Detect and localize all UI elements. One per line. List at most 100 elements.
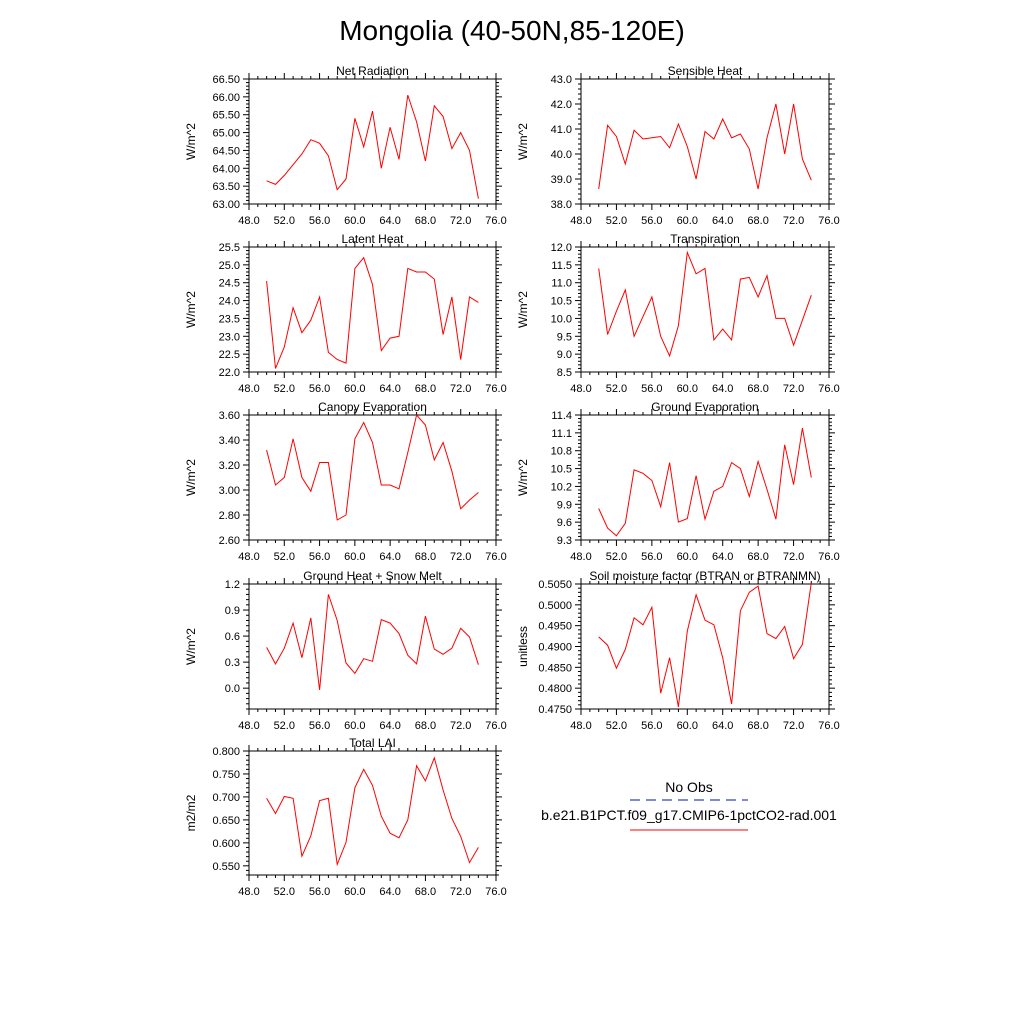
y-tick-label: 0.4800 xyxy=(538,683,572,695)
x-tick-label: 52.0 xyxy=(606,551,627,563)
y-tick-label: 10.0 xyxy=(551,313,572,325)
series-line xyxy=(598,428,812,537)
x-tick-label: 64.0 xyxy=(712,383,733,395)
y-tick-label: 10.2 xyxy=(551,481,572,493)
y-tick-label: 0.5050 xyxy=(538,579,572,591)
panel-6: Ground Evaporation W/m^2 48.0 52.0 56.0 60.0 6… xyxy=(516,400,840,563)
y-tick-label: 11.4 xyxy=(551,410,572,422)
y-tick-label: 0.600 xyxy=(212,838,240,850)
y-axis-label: unitless xyxy=(516,626,530,667)
y-axis-label: m2/m2 xyxy=(184,794,198,831)
panel-9: Total LAI m2/m2 48.0 52.0 56.0 60.0 64.0 68.0 72… xyxy=(184,736,507,898)
panel-4: Transpiration W/m^2 48.0 52.0 56.0 60.0 64.0 68… xyxy=(516,232,840,395)
x-tick-label: 76.0 xyxy=(818,720,839,732)
y-tick-label: 0.4750 xyxy=(538,704,572,716)
x-tick-label: 76.0 xyxy=(485,383,506,395)
y-tick-label: 11.0 xyxy=(551,278,572,290)
y-tick-label: 2.60 xyxy=(219,535,240,547)
x-tick-label: 68.0 xyxy=(415,720,436,732)
x-tick-label: 48.0 xyxy=(570,720,591,732)
y-tick-label: 22.0 xyxy=(219,367,240,379)
x-tick-label: 48.0 xyxy=(238,383,259,395)
y-tick-label: 24.0 xyxy=(219,296,240,308)
panel-1: Net Radiation W/m^2 48.0 52.0 56.0 60.0 64.0 68… xyxy=(184,64,507,227)
x-tick-label: 64.0 xyxy=(379,215,400,227)
x-tick-label: 76.0 xyxy=(485,720,506,732)
y-tick-label: 0.4850 xyxy=(538,662,572,674)
x-tick-label: 72.0 xyxy=(450,215,471,227)
y-tick-label: 65.00 xyxy=(212,128,240,140)
y-tick-label: 11.5 xyxy=(551,260,572,272)
x-tick-label: 68.0 xyxy=(747,383,768,395)
x-tick-label: 64.0 xyxy=(379,551,400,563)
y-tick-label: 0.750 xyxy=(212,769,240,781)
x-tick-label: 52.0 xyxy=(274,383,295,395)
x-tick-label: 76.0 xyxy=(818,215,839,227)
x-tick-label: 76.0 xyxy=(818,551,839,563)
y-axis-label: W/m^2 xyxy=(184,291,198,328)
y-tick-label: 66.00 xyxy=(212,92,240,104)
y-axis-label: W/m^2 xyxy=(516,123,530,160)
panel-title: Sensible Heat xyxy=(668,64,743,78)
series-line xyxy=(266,594,479,690)
x-tick-label: 60.0 xyxy=(677,551,698,563)
x-tick-label: 68.0 xyxy=(747,551,768,563)
x-tick-label: 56.0 xyxy=(309,720,330,732)
x-tick-label: 56.0 xyxy=(641,215,662,227)
x-tick-label: 60.0 xyxy=(344,551,365,563)
y-tick-label: 64.00 xyxy=(212,163,240,175)
x-tick-label: 64.0 xyxy=(712,551,733,563)
x-tick-label: 76.0 xyxy=(818,383,839,395)
y-tick-label: 39.0 xyxy=(551,174,572,186)
x-tick-label: 72.0 xyxy=(783,383,804,395)
x-tick-label: 72.0 xyxy=(450,720,471,732)
y-tick-label: 3.40 xyxy=(219,435,240,447)
x-tick-label: 64.0 xyxy=(379,383,400,395)
y-tick-label: 10.8 xyxy=(551,446,572,458)
x-tick-label: 72.0 xyxy=(783,215,804,227)
x-tick-label: 68.0 xyxy=(415,215,436,227)
y-tick-label: 10.5 xyxy=(551,464,572,476)
x-tick-label: 56.0 xyxy=(309,886,330,898)
y-tick-label: 9.5 xyxy=(557,331,572,343)
series-line xyxy=(266,756,479,867)
x-tick-label: 48.0 xyxy=(570,215,591,227)
y-tick-label: 10.5 xyxy=(551,296,572,308)
x-tick-label: 48.0 xyxy=(570,551,591,563)
panels: Net Radiation W/m^2 48.0 52.0 56.0 60.0 64.0 68… xyxy=(184,64,840,898)
x-tick-label: 56.0 xyxy=(641,551,662,563)
x-tick-label: 52.0 xyxy=(274,720,295,732)
x-tick-label: 60.0 xyxy=(677,383,698,395)
y-axis-label: W/m^2 xyxy=(184,459,198,496)
x-tick-label: 76.0 xyxy=(485,551,506,563)
x-tick-label: 56.0 xyxy=(309,383,330,395)
y-tick-label: 0.800 xyxy=(212,746,240,758)
x-tick-label: 72.0 xyxy=(450,383,471,395)
x-tick-label: 72.0 xyxy=(783,720,804,732)
y-tick-label: 38.0 xyxy=(551,199,572,211)
y-tick-label: 23.0 xyxy=(219,331,240,343)
x-tick-label: 72.0 xyxy=(450,551,471,563)
y-tick-label: 41.0 xyxy=(551,124,572,136)
y-tick-label: 3.00 xyxy=(219,485,240,497)
x-tick-label: 56.0 xyxy=(309,551,330,563)
x-tick-label: 72.0 xyxy=(450,886,471,898)
x-tick-label: 68.0 xyxy=(747,720,768,732)
y-axis-label: W/m^2 xyxy=(516,459,530,496)
y-tick-label: 8.5 xyxy=(557,367,572,379)
y-tick-label: 0.4950 xyxy=(538,621,572,633)
figure-title: Mongolia (40-50N,85-120E) xyxy=(339,15,685,46)
x-tick-label: 52.0 xyxy=(606,215,627,227)
y-tick-label: 3.60 xyxy=(219,410,240,422)
x-tick-label: 52.0 xyxy=(606,383,627,395)
y-tick-label: 9.6 xyxy=(557,517,572,529)
series-line xyxy=(598,103,812,190)
series-line xyxy=(266,94,479,199)
panel-2: Sensible Heat W/m^2 48.0 52.0 56.0 60.0 64.0 68… xyxy=(516,64,840,227)
x-tick-label: 52.0 xyxy=(274,886,295,898)
x-tick-label: 48.0 xyxy=(570,383,591,395)
x-tick-label: 48.0 xyxy=(238,551,259,563)
y-tick-label: 3.20 xyxy=(219,460,240,472)
